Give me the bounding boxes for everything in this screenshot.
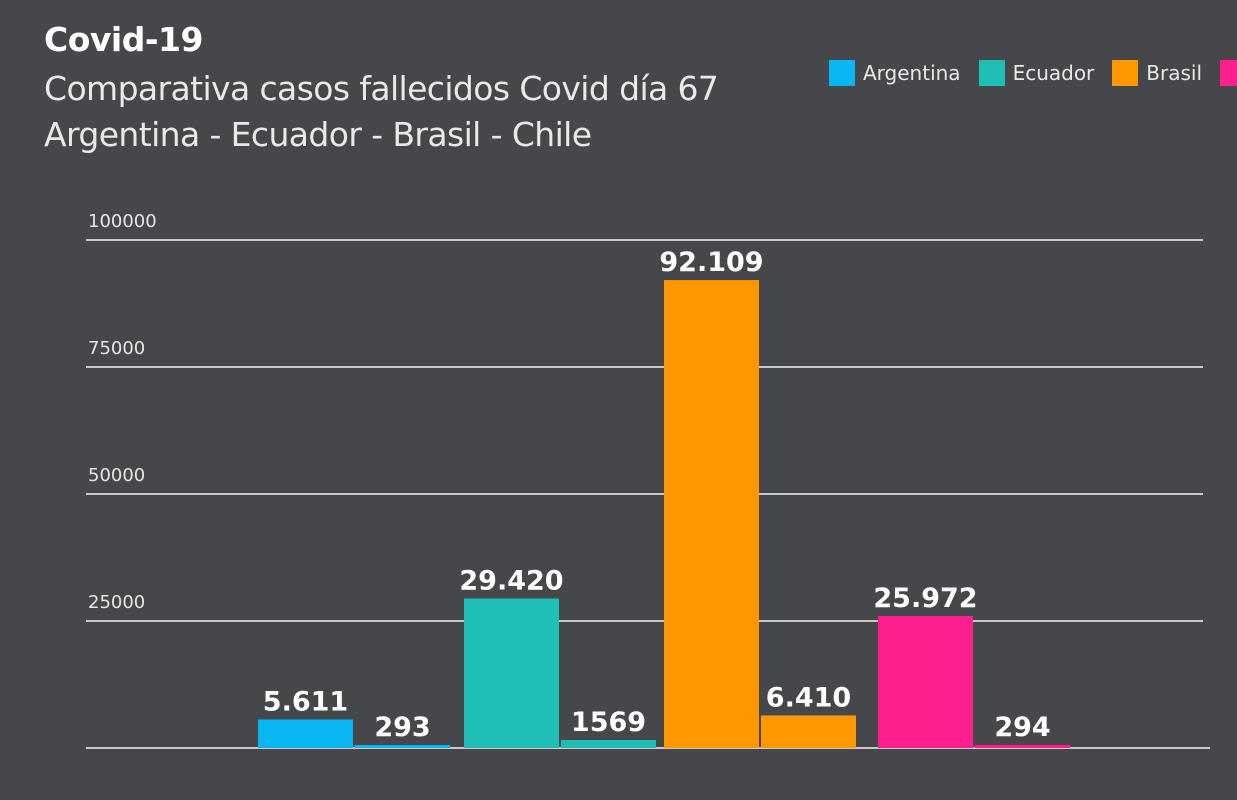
y-tick-label-100000: 100000 [88,211,157,232]
bar-argentina-2 [355,745,450,748]
legend-swatch-chile [1220,60,1237,86]
legend-item-brasil: Brasil [1112,60,1202,86]
chart-title: Covid-19 [44,20,203,59]
bar-brasil-2 [761,715,856,748]
legend-item-ecuador: Ecuador [978,60,1095,86]
bar-ecuador-2 [561,740,656,748]
bar-brasil-1 [664,280,759,748]
data-label-argentina-1: 5.611 [263,686,348,717]
legend-item-argentina: Argentina [829,60,961,86]
legend-swatch-argentina [829,60,855,86]
chart-subtitle: Comparativa casos fallecidos Covid día 6… [44,66,719,158]
legend-item-chile [1220,60,1237,86]
data-label-chile-1: 25.972 [873,583,977,614]
legend-swatch-brasil [1112,60,1139,86]
legend-swatch-ecuador [978,60,1005,86]
y-tick-label-75000: 75000 [88,338,145,359]
data-label-brasil-2: 6.410 [766,682,851,713]
legend-label-argentina: Argentina [863,61,961,85]
data-label-ecuador-1: 29.420 [459,566,563,597]
chart-legend: Argentina Ecuador Brasil [829,60,1237,86]
bar-ecuador-1 [464,598,559,748]
y-tick-label-50000: 50000 [88,465,145,486]
data-label-brasil-1: 92.109 [659,247,763,278]
bar-chile-1 [878,616,973,748]
y-tick-label-25000: 25000 [88,592,145,613]
subtitle-line-1: Comparativa casos fallecidos Covid día 6… [44,69,719,108]
bar-argentina-1 [258,719,353,748]
data-label-chile-2: 294 [994,712,1050,743]
data-label-argentina-2: 293 [374,712,430,743]
legend-label-brasil: Brasil [1146,61,1203,85]
subtitle-line-2: Argentina - Ecuador - Brasil - Chile [44,115,592,154]
data-label-ecuador-2: 1569 [571,707,646,738]
bar-chile-2 [975,745,1070,748]
legend-label-ecuador: Ecuador [1012,61,1095,85]
